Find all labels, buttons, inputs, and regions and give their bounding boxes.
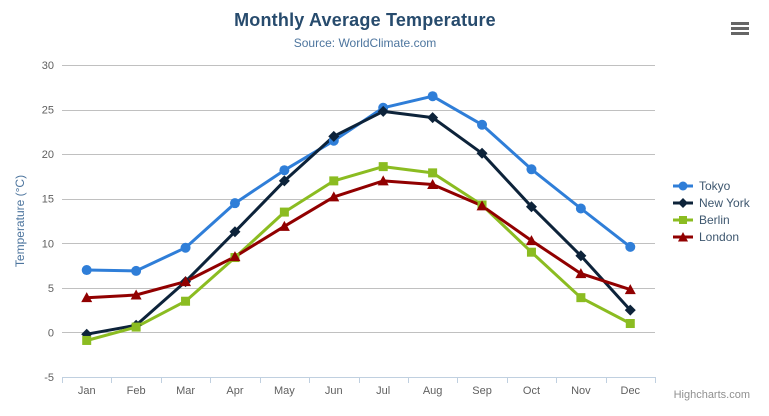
data-point-berlin[interactable] bbox=[625, 319, 635, 329]
data-point-tokyo[interactable] bbox=[81, 265, 92, 276]
data-point-tokyo[interactable] bbox=[279, 165, 290, 176]
data-point-london[interactable] bbox=[525, 235, 537, 246]
data-point-tokyo[interactable] bbox=[625, 241, 636, 252]
y-axis-label: 30 bbox=[42, 60, 54, 72]
data-point-tokyo[interactable] bbox=[229, 198, 240, 209]
y-axis-label: 25 bbox=[42, 105, 54, 117]
data-point-new-york[interactable] bbox=[525, 201, 537, 213]
series-line-new-york[interactable] bbox=[85, 109, 632, 336]
x-axis-label: Jul bbox=[376, 385, 390, 397]
data-point-new-york[interactable] bbox=[476, 147, 488, 159]
data-point-new-york[interactable] bbox=[328, 130, 340, 142]
data-point-berlin[interactable] bbox=[378, 162, 388, 172]
hamburger-icon bbox=[731, 26, 749, 30]
y-axis-title: Temperature (°C) bbox=[13, 175, 27, 267]
series-line-london[interactable] bbox=[85, 179, 632, 300]
data-point-new-york[interactable] bbox=[278, 175, 290, 187]
x-axis-label: Oct bbox=[523, 385, 540, 397]
data-point-berlin[interactable] bbox=[526, 247, 536, 257]
x-axis-label: Feb bbox=[127, 385, 146, 397]
data-point-berlin[interactable] bbox=[279, 207, 289, 217]
data-point-london[interactable] bbox=[278, 220, 290, 231]
data-point-london[interactable] bbox=[575, 268, 587, 279]
hamburger-icon bbox=[731, 31, 749, 35]
data-point-london[interactable] bbox=[427, 178, 439, 189]
data-point-tokyo[interactable] bbox=[427, 91, 438, 102]
x-axis-label: Nov bbox=[571, 385, 591, 397]
x-axis-label: Jun bbox=[325, 385, 343, 397]
y-axis-label: 20 bbox=[42, 149, 54, 161]
data-point-tokyo[interactable] bbox=[131, 265, 142, 276]
legend-label: Tokyo bbox=[699, 178, 731, 193]
triangle-marker-icon bbox=[673, 231, 693, 241]
data-point-new-york[interactable] bbox=[229, 226, 241, 238]
series-line-berlin[interactable] bbox=[85, 165, 632, 342]
credits-link[interactable]: Highcharts.com bbox=[673, 389, 750, 401]
legend-item-new-york[interactable]: New York bbox=[672, 194, 750, 211]
diamond-marker-icon bbox=[673, 197, 693, 208]
data-point-new-york[interactable] bbox=[427, 112, 439, 124]
data-point-london[interactable] bbox=[624, 284, 636, 295]
legend-label: New York bbox=[699, 195, 750, 210]
data-point-london[interactable] bbox=[180, 276, 192, 287]
data-point-london[interactable] bbox=[476, 200, 488, 211]
legend-item-berlin[interactable]: Berlin bbox=[672, 211, 750, 228]
legend-item-london[interactable]: London bbox=[672, 228, 750, 245]
data-point-new-york[interactable] bbox=[624, 304, 636, 316]
legend-item-tokyo[interactable]: Tokyo bbox=[672, 177, 750, 194]
data-point-london[interactable] bbox=[130, 289, 142, 300]
x-axis-label: Aug bbox=[423, 385, 443, 397]
data-point-london[interactable] bbox=[377, 175, 389, 186]
data-point-berlin[interactable] bbox=[131, 322, 141, 332]
legend: Tokyo New York Berlin London bbox=[672, 177, 750, 245]
data-point-berlin[interactable] bbox=[181, 296, 191, 306]
data-point-tokyo[interactable] bbox=[575, 203, 586, 214]
export-menu-button[interactable] bbox=[728, 18, 752, 40]
legend-label: Berlin bbox=[699, 212, 730, 227]
data-point-tokyo[interactable] bbox=[477, 119, 488, 130]
legend-label: London bbox=[699, 229, 740, 244]
data-point-new-york[interactable] bbox=[377, 105, 389, 117]
y-axis-label: 5 bbox=[48, 283, 54, 295]
data-point-berlin[interactable] bbox=[82, 335, 92, 345]
x-axis-label: Apr bbox=[226, 385, 243, 397]
x-axis-label: Sep bbox=[472, 385, 492, 397]
data-point-london[interactable] bbox=[81, 292, 93, 303]
y-axis-label: 0 bbox=[48, 327, 54, 339]
y-axis-label: 15 bbox=[42, 194, 54, 206]
x-axis-label: Mar bbox=[176, 385, 195, 397]
circle-marker-icon bbox=[673, 181, 693, 190]
x-axis-label: Jan bbox=[78, 385, 96, 397]
square-marker-icon bbox=[673, 215, 693, 224]
x-axis-label: Dec bbox=[621, 385, 641, 397]
data-point-london[interactable] bbox=[229, 251, 241, 262]
y-axis-label: 10 bbox=[42, 238, 54, 250]
data-point-new-york[interactable] bbox=[575, 250, 587, 262]
data-point-berlin[interactable] bbox=[428, 168, 438, 178]
data-point-berlin[interactable] bbox=[576, 293, 586, 303]
x-axis-label: May bbox=[274, 385, 295, 397]
data-point-tokyo[interactable] bbox=[180, 242, 191, 253]
data-point-london[interactable] bbox=[328, 191, 340, 202]
data-point-tokyo[interactable] bbox=[526, 164, 537, 175]
hamburger-icon bbox=[731, 21, 749, 25]
y-axis-label: -5 bbox=[44, 372, 54, 384]
data-point-berlin[interactable] bbox=[329, 176, 339, 186]
